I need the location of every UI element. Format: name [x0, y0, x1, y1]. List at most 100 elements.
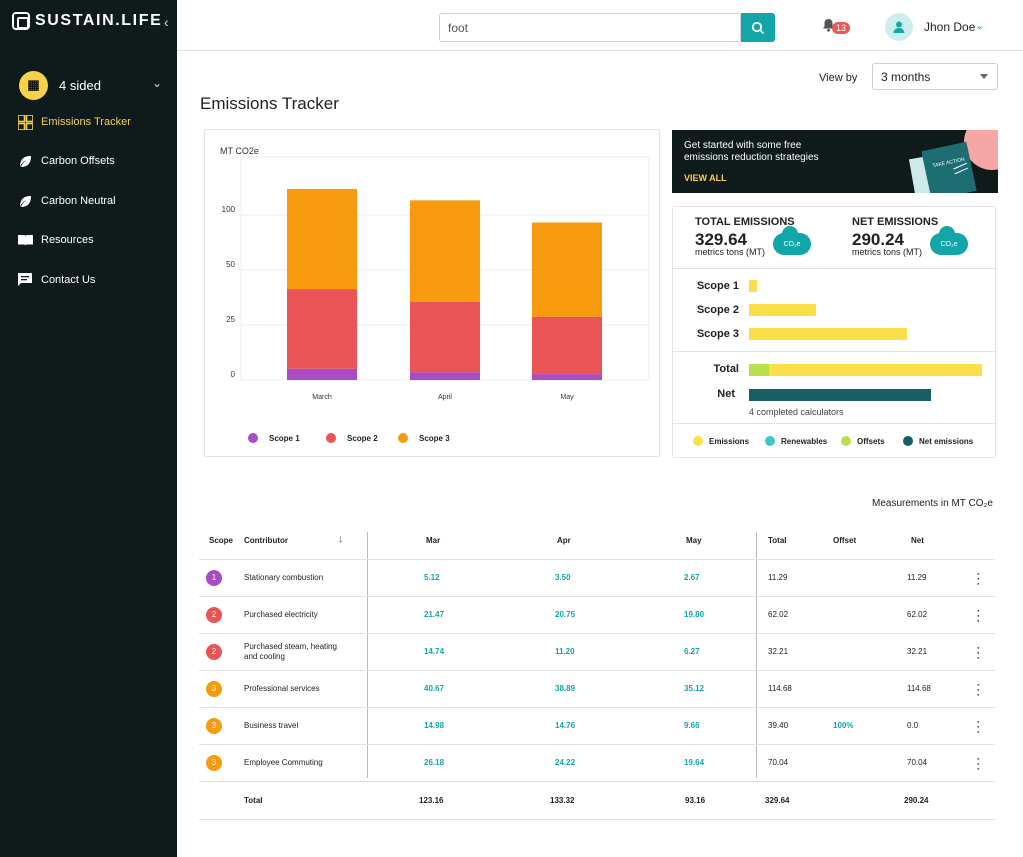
promo-text: Get started with some free emissions red…	[684, 140, 819, 163]
total-cell: 62.02	[768, 609, 789, 619]
topbar: 13 Jhon Doe ⌄	[177, 0, 1023, 51]
bar-scope2-may	[532, 316, 602, 375]
co2e-badge: CO₂e	[783, 240, 801, 248]
col-header-offset: Offset	[833, 536, 857, 545]
legend-label: Emissions	[709, 436, 750, 446]
bar-scope3-april	[410, 200, 480, 303]
row-menu-icon[interactable]: ● ● ●	[977, 607, 980, 623]
contributor-cell: Stationary combustion	[244, 572, 324, 582]
col-header-scope: Scope	[209, 536, 234, 545]
notifications-button[interactable]	[822, 18, 835, 37]
legend-label: Scope 3	[419, 434, 450, 443]
bar-scope2-april	[410, 302, 480, 373]
sort-arrow-icon[interactable]: ↓	[338, 533, 344, 545]
row-menu-icon[interactable]: ● ● ●	[977, 644, 980, 660]
org-selector[interactable]: ▦ 4 sided ⌄	[19, 70, 166, 100]
row-menu-icon[interactable]: ● ● ●	[977, 718, 980, 734]
sidebar-item-contact-us[interactable]: Contact Us	[17, 270, 95, 290]
mar-cell: 5.12	[424, 572, 440, 582]
apr-cell: 38.89	[555, 683, 576, 693]
net-cell: 0.0	[907, 720, 919, 730]
y-axis-label: MT CO2e	[220, 146, 259, 156]
total-cell: 70.04	[768, 757, 789, 767]
chevron-down-icon[interactable]: ⌄	[975, 20, 985, 32]
search-icon	[751, 21, 765, 34]
scope2-bar	[749, 304, 816, 316]
brand-logo[interactable]: SUSTAIN.LIFE	[12, 12, 162, 30]
viewby-select[interactable]: 3 months	[872, 63, 998, 90]
scope3-bar-label: Scope 3	[696, 328, 739, 340]
search-button[interactable]	[741, 13, 775, 42]
sidebar-item-label: Emissions Tracker	[41, 116, 131, 128]
legend-offsets: Offsets	[841, 436, 885, 446]
y-tick-label: 50	[226, 260, 235, 269]
sidebar-item-carbon-offsets[interactable]: Carbon Offsets	[17, 151, 115, 171]
apr-cell: 24.22	[555, 757, 576, 767]
co2e-badge: CO₂e	[940, 240, 958, 248]
legend-renewables: Renewables	[765, 436, 827, 446]
brand-name: SUSTAIN.LIFE	[35, 12, 163, 29]
column-divider	[756, 532, 757, 778]
legend-net-emissions: Net emissions	[903, 436, 973, 446]
mar-cell: 40.67	[424, 683, 445, 693]
net-emissions-unit: metrics tons (MT)	[852, 247, 923, 257]
collapse-sidebar-icon[interactable]: ‹	[164, 14, 169, 30]
search-input[interactable]	[439, 13, 741, 42]
apr-cell: 3.50	[555, 572, 571, 582]
user-avatar[interactable]	[885, 13, 913, 41]
contributor-cell: Purchased steam, heating and cooling	[244, 641, 337, 661]
legend-label: Net emissions	[919, 436, 974, 446]
offset-cell: 100%	[833, 720, 854, 730]
y-tick-label: 0	[231, 370, 236, 379]
offset-segment	[749, 364, 770, 376]
bar-scope3-may	[532, 222, 602, 317]
apr-cell: 20.75	[555, 609, 576, 619]
legend-label: Renewables	[781, 436, 828, 446]
net-cell: 62.02	[907, 609, 928, 619]
bar-scope1-april	[410, 372, 480, 380]
may-cell: 2.67	[684, 572, 700, 582]
row-menu-icon[interactable]: ● ● ●	[977, 755, 980, 771]
legend-emissions: Emissions	[693, 436, 749, 446]
org-name: 4 sided	[59, 77, 101, 93]
sidebar-item-label: Resources	[41, 234, 94, 246]
col-header-apr: Apr	[557, 536, 571, 545]
sidebar-item-emissions-tracker[interactable]: Emissions Tracker	[17, 112, 131, 132]
promo-banner[interactable]: Get started with some free emissions red…	[672, 130, 998, 193]
measurement-note: Measurements in MT CO₂e	[872, 498, 993, 509]
net-bar	[749, 389, 931, 401]
viewby-value: 3 months	[881, 70, 931, 84]
x-tick-label: May	[560, 394, 574, 401]
total-emissions-label: TOTAL EMISSIONS	[695, 216, 795, 228]
col-header-total: Total	[768, 536, 787, 545]
net-cell: 70.04	[907, 757, 928, 767]
view-all-link[interactable]: VIEW ALL	[684, 173, 727, 183]
col-header-net: Net	[911, 536, 924, 545]
row-divider	[199, 781, 995, 782]
sidebar-item-carbon-neutral[interactable]: Carbon Neutral	[17, 191, 116, 211]
row-divider	[199, 633, 995, 634]
total-emissions-unit: metrics tons (MT)	[695, 247, 766, 257]
col-header-contributor[interactable]: Contributor	[244, 536, 288, 545]
row-menu-icon[interactable]: ● ● ●	[977, 570, 980, 586]
divider	[673, 351, 995, 352]
scope-badge: 3	[206, 754, 222, 771]
sidebar-item-resources[interactable]: Resources	[17, 230, 94, 250]
bar-scope3-march	[287, 188, 357, 290]
may-cell: 35.12	[684, 683, 705, 693]
promo-illustration: TAKE ACTION	[908, 130, 998, 193]
bell-icon	[823, 19, 834, 32]
apr-cell: 14.76	[555, 720, 576, 730]
total-cell: 39.40	[768, 720, 789, 730]
divider	[673, 423, 995, 424]
row-menu-icon[interactable]: ● ● ●	[977, 681, 980, 697]
col-header-mar: Mar	[426, 536, 441, 545]
scope-badge: 1	[206, 569, 222, 586]
dashboard-icon	[17, 114, 33, 130]
user-name[interactable]: Jhon Doe	[924, 20, 976, 34]
total-emissions-value: 329.64	[695, 230, 747, 249]
row-divider	[199, 670, 995, 671]
may-cell: 6.27	[684, 646, 700, 656]
notification-badge: 13	[832, 22, 851, 34]
net-cell: 11.29	[907, 572, 927, 582]
